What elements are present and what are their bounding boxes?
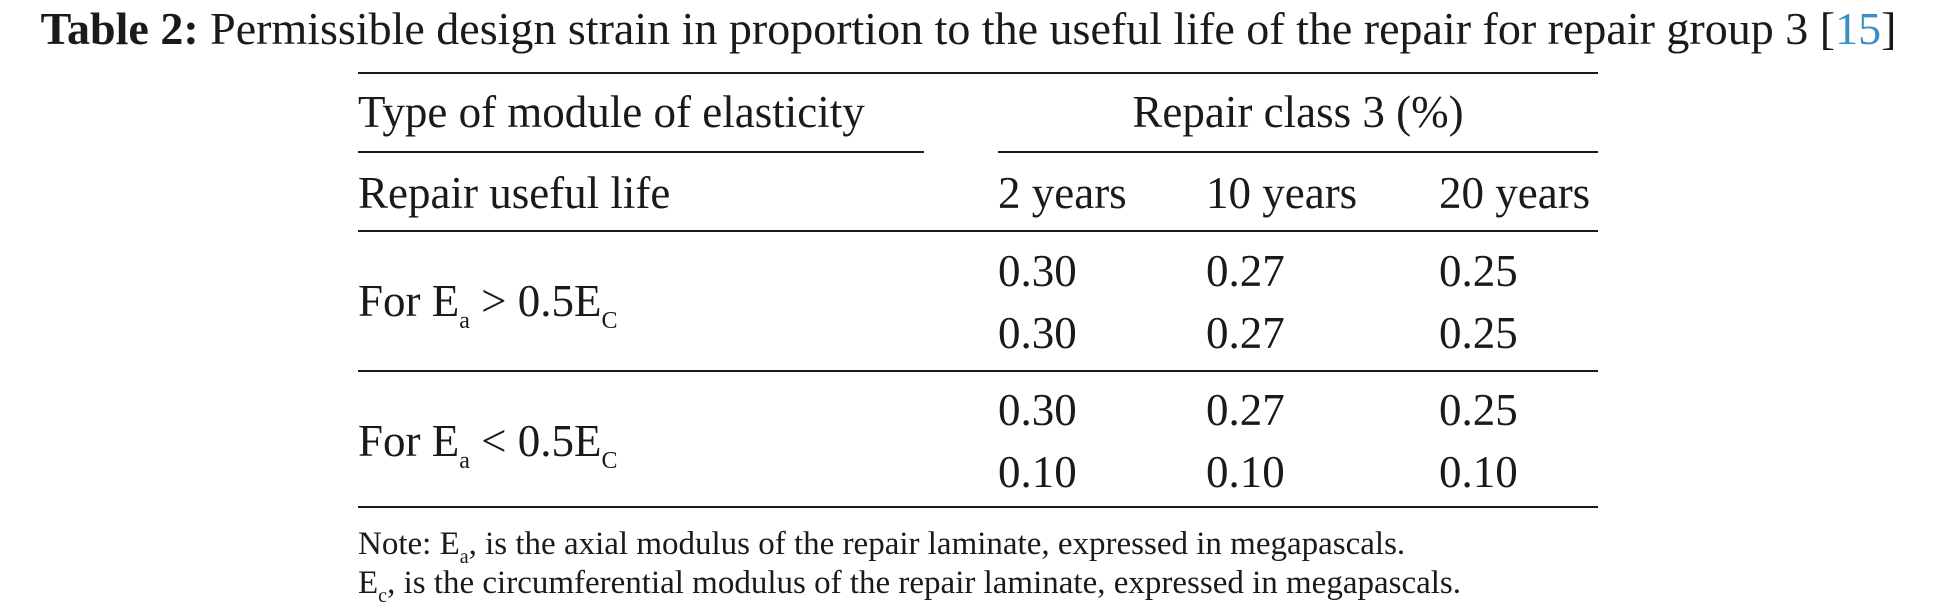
- label-subscript-c: C: [601, 308, 618, 334]
- table-cell: 0.27: [1206, 246, 1285, 296]
- column-header-10-years: 10 years: [1206, 168, 1358, 218]
- bottom-rule: [358, 506, 1598, 508]
- label-prefix: For E: [358, 416, 460, 466]
- note-subscript-c: c: [378, 585, 388, 607]
- table-cell: 0.10: [1439, 447, 1518, 497]
- table-note-circumferential: Ec, is the circumferential modulus of th…: [358, 563, 1461, 607]
- note-prefix: E: [358, 565, 379, 601]
- column-header-20-years: 20 years: [1439, 168, 1591, 218]
- note-subscript-a: a: [459, 546, 469, 568]
- table-cell: 0.30: [998, 308, 1077, 358]
- table-cell: 0.27: [1206, 385, 1285, 435]
- note-text: , is the circumferential modulus of the …: [387, 565, 1462, 601]
- table-cell: 0.10: [1206, 447, 1285, 497]
- header-bottom-rule: [358, 230, 1598, 232]
- table-cell: 0.25: [1439, 308, 1518, 358]
- table-cell: 0.25: [1439, 385, 1518, 435]
- header-useful-life: Repair useful life: [358, 168, 671, 218]
- label-subscript-a: a: [459, 308, 470, 334]
- caption-cite-close: ]: [1881, 3, 1897, 54]
- label-subscript-c: C: [601, 448, 618, 474]
- label-prefix: For E: [358, 276, 460, 326]
- note-prefix: Note: E: [358, 526, 460, 562]
- row-label-ea-greater: For Ea > 0.5EC: [358, 275, 618, 335]
- table-cell: 0.10: [998, 447, 1077, 497]
- label-middle: < 0.5E: [469, 416, 602, 466]
- row-label-ea-less: For Ea < 0.5EC: [358, 415, 618, 475]
- citation-link[interactable]: 15: [1835, 3, 1882, 54]
- group-header-rule: [998, 151, 1598, 153]
- note-text: , is the axial modulus of the repair lam…: [468, 526, 1406, 562]
- caption-text: Permissible design strain in proportion …: [210, 3, 1809, 54]
- table-cell: 0.25: [1439, 246, 1518, 296]
- header-type-of-module: Type of module of elasticity: [358, 87, 865, 137]
- caption-label: Table 2:: [40, 3, 199, 54]
- left-header-rule: [358, 151, 924, 153]
- caption-cite-open: [: [1819, 3, 1836, 54]
- header-repair-class: Repair class 3 (%): [1132, 87, 1464, 137]
- table-caption: Table 2: Permissible design strain in pr…: [0, 0, 1937, 58]
- group-separator-rule: [358, 370, 1598, 372]
- table-cell: 0.30: [998, 246, 1077, 296]
- table-cell: 0.27: [1206, 308, 1285, 358]
- label-subscript-a: a: [459, 448, 470, 474]
- table-note-axial: Note: Ea, is the axial modulus of the re…: [358, 524, 1405, 568]
- table-cell: 0.30: [998, 385, 1077, 435]
- column-header-2-years: 2 years: [998, 168, 1127, 218]
- top-rule: [358, 72, 1598, 74]
- label-middle: > 0.5E: [469, 276, 602, 326]
